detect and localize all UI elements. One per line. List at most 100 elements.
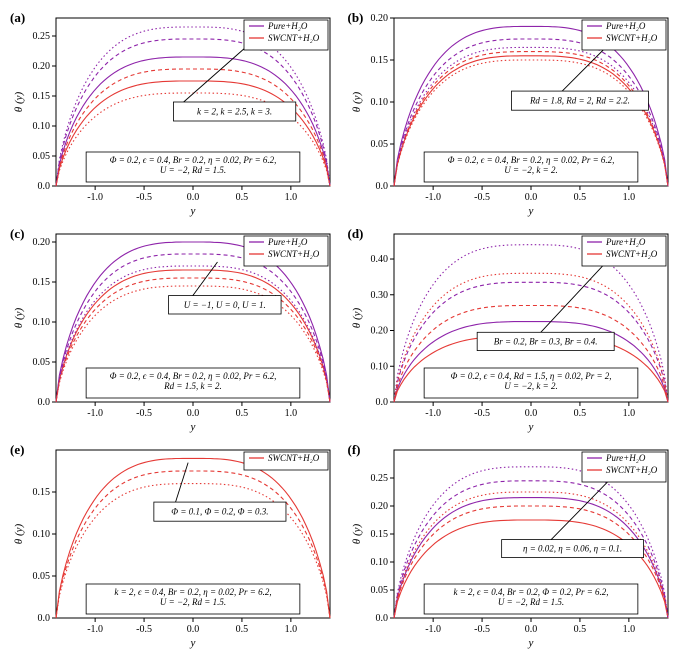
y-tick-label: 0.15 — [33, 277, 51, 288]
x-tick-label: -1.0 — [87, 624, 103, 635]
x-tick-label: 0.5 — [573, 408, 586, 419]
y-tick-label: 0.0 — [38, 613, 51, 624]
legend-label: Pure+H₂O — [605, 453, 646, 463]
legend-label: SWCNT+H₂O — [606, 465, 658, 475]
y-axis-label: θ (y) — [351, 91, 363, 112]
y-tick-label: 0.15 — [370, 529, 388, 540]
panel-title: (d) — [348, 226, 364, 242]
x-tick-label: -0.5 — [474, 624, 490, 635]
params-text: Φ = 0.2, ϵ = 0.4, Br = 0.2, η = 0.02, Pr… — [110, 155, 277, 165]
params-text: Φ = 0.2, ϵ = 0.4, Br = 0.2, η = 0.02, Pr… — [110, 371, 277, 381]
params-text: k = 2, ϵ = 0.4, Br = 0.2, η = 0.02, Pr =… — [114, 587, 271, 597]
y-tick-label: 0.15 — [33, 91, 51, 102]
x-tick-label: 0.5 — [573, 624, 586, 635]
x-axis-label: y — [190, 637, 196, 649]
panel-e: (e) -1.0-0.50.00.51.00.00.050.100.15yθ (… — [8, 440, 340, 650]
params-text: Rd = 1.5, k = 2. — [163, 381, 222, 391]
y-tick-label: 0.10 — [33, 317, 51, 328]
y-tick-label: 0.30 — [370, 290, 388, 301]
x-tick-label: 1.0 — [285, 192, 298, 203]
x-tick-label: 0.5 — [236, 624, 249, 635]
panel-title: (c) — [10, 226, 24, 242]
x-tick-label: -0.5 — [474, 408, 490, 419]
x-axis-label: y — [527, 205, 533, 217]
panel-b: (b) -1.0-0.50.00.51.00.00.050.100.150.20… — [346, 8, 678, 218]
params-text: U = −2, k = 2. — [504, 381, 557, 391]
y-axis-label: θ (y) — [13, 91, 25, 112]
x-tick-label: 0.0 — [524, 192, 537, 203]
panel-title: (b) — [348, 10, 364, 26]
panel-a: (a) -1.0-0.50.00.51.00.00.050.100.150.20… — [8, 8, 340, 218]
annotation-text: k = 2, k = 2.5, k = 3. — [197, 107, 272, 117]
y-tick-label: 0.40 — [370, 254, 388, 265]
x-tick-label: 1.0 — [285, 624, 298, 635]
params-text: Φ = 0.2, ϵ = 0.4, Rd = 1.5, η = 0.02, Pr… — [450, 371, 611, 381]
y-tick-label: 0.25 — [370, 473, 388, 484]
y-tick-label: 0.10 — [370, 97, 388, 108]
x-tick-label: 0.0 — [524, 624, 537, 635]
y-tick-label: 0.0 — [38, 397, 51, 408]
x-tick-label: 1.0 — [622, 408, 635, 419]
x-tick-label: -0.5 — [136, 408, 152, 419]
y-tick-label: 0.15 — [370, 55, 388, 66]
trend-arrow — [173, 42, 251, 111]
x-tick-label: 0.0 — [524, 408, 537, 419]
annotation-text: U = −1, U = 0, U = 1. — [184, 300, 266, 310]
x-tick-label: 0.5 — [236, 192, 249, 203]
legend-label: SWCNT+H₂O — [268, 249, 320, 259]
y-tick-label: 0.0 — [375, 397, 388, 408]
x-axis-label: y — [190, 205, 196, 217]
y-axis-label: θ (y) — [13, 307, 25, 328]
x-tick-label: -1.0 — [87, 192, 103, 203]
legend-label: Pure+H₂O — [267, 21, 308, 31]
x-tick-label: 1.0 — [622, 624, 635, 635]
y-axis-label: θ (y) — [13, 523, 25, 544]
params-text: U = −2, Rd = 1.5. — [497, 597, 563, 607]
y-tick-label: 0.0 — [375, 181, 388, 192]
y-axis-label: θ (y) — [351, 523, 363, 544]
y-tick-label: 0.25 — [33, 31, 51, 42]
x-tick-label: 1.0 — [285, 408, 298, 419]
legend-label: SWCNT+H₂O — [268, 33, 320, 43]
x-tick-label: -1.0 — [425, 624, 441, 635]
y-tick-label: 0.20 — [370, 501, 388, 512]
panel-f: (f) -1.0-0.50.00.51.00.00.050.100.150.20… — [346, 440, 678, 650]
y-tick-label: 0.0 — [375, 613, 388, 624]
legend-label: SWCNT+H₂O — [268, 453, 320, 463]
y-tick-label: 0.05 — [33, 151, 51, 162]
x-axis-label: y — [527, 421, 533, 433]
trend-arrow — [545, 475, 614, 545]
x-tick-label: 0.0 — [187, 624, 200, 635]
y-tick-label: 0.10 — [33, 121, 51, 132]
y-tick-label: 0.0 — [38, 181, 51, 192]
legend-label: Pure+H₂O — [605, 21, 646, 31]
y-tick-label: 0.20 — [33, 237, 51, 248]
y-tick-label: 0.10 — [370, 361, 388, 372]
annotation-text: Φ = 0.1, Φ = 0.2, Φ = 0.3. — [171, 507, 268, 517]
y-tick-label: 0.05 — [370, 585, 388, 596]
annotation-text: Rd = 1.8, Rd = 2, Rd = 2.2. — [528, 96, 629, 106]
x-tick-label: -0.5 — [136, 192, 152, 203]
x-tick-label: -0.5 — [474, 192, 490, 203]
legend-label: Pure+H₂O — [267, 237, 308, 247]
y-tick-label: 0.20 — [370, 326, 388, 337]
panel-c: (c) -1.0 -0.5 0.0 0.5 1.0 0.0 0.05 0.10 0.15 0.20… — [8, 224, 340, 434]
x-tick-label: 0.5 — [573, 192, 586, 203]
x-axis-label: y — [190, 421, 196, 433]
legend-label: SWCNT+H₂O — [606, 33, 658, 43]
x-tick-label: 0.5 — [236, 408, 249, 419]
x-tick-label: -1.0 — [425, 408, 441, 419]
x-tick-label: -1.0 — [87, 408, 103, 419]
annotation-text: η = 0.02, η = 0.06, η = 0.1. — [523, 544, 622, 554]
annotation-text: Br = 0.2, Br = 0.3, Br = 0.4. — [493, 336, 597, 346]
x-tick-label: 0.0 — [187, 408, 200, 419]
legend-label: Pure+H₂O — [605, 237, 646, 247]
y-tick-label: 0.05 — [370, 139, 388, 150]
x-tick-label: -1.0 — [425, 192, 441, 203]
panel-d: (d) -1.0 -0.5 0.0 0.5 1.0 0.0 0.10 0.20 0.30 0.40… — [346, 224, 678, 434]
legend-label: SWCNT+H₂O — [606, 249, 658, 259]
x-tick-label: 1.0 — [622, 192, 635, 203]
params-text: U = −2, Rd = 1.5. — [160, 165, 226, 175]
params-text: U = −2, Rd = 1.5. — [160, 597, 226, 607]
y-tick-label: 0.05 — [33, 357, 51, 368]
